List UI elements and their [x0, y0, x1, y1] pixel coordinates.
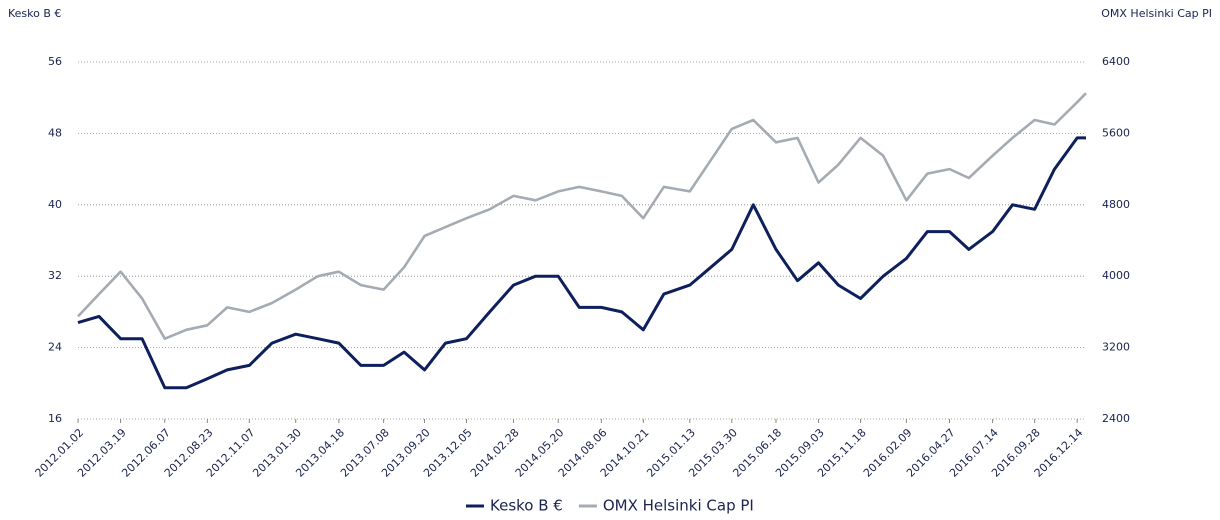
legend-label: OMX Helsinki Cap PI	[603, 497, 754, 515]
y-tick-label: 40	[48, 198, 62, 211]
y2-tick-label: 3200	[1102, 341, 1130, 354]
y2-tick-label: 5600	[1102, 126, 1130, 139]
y-tick-label: 16	[48, 412, 62, 425]
y2-tick-label: 2400	[1102, 412, 1130, 425]
y2-axis-title: OMX Helsinki Cap PI	[1101, 7, 1212, 20]
y2-tick-label: 4000	[1102, 269, 1130, 282]
series-line	[77, 92, 1087, 340]
y-tick-label: 56	[48, 55, 62, 68]
y2-tick-label: 4800	[1102, 198, 1130, 211]
y-tick-label: 32	[48, 269, 62, 282]
y-axis-title: Kesko B €	[8, 7, 61, 20]
y-tick-label: 24	[48, 341, 62, 354]
series-line	[77, 136, 1086, 390]
y2-tick-label: 6400	[1102, 55, 1130, 68]
y-tick-label: 48	[48, 126, 62, 139]
legend-label: Kesko B €	[490, 497, 563, 515]
